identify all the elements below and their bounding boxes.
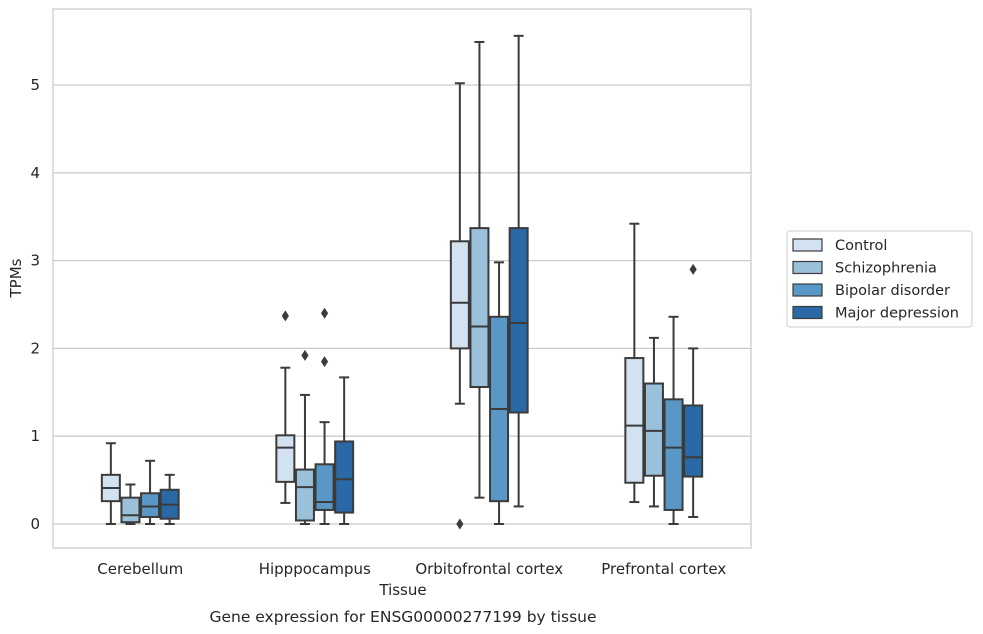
box-0-0	[100, 442, 121, 525]
box-0-2	[140, 459, 161, 525]
legend-swatch	[792, 260, 823, 275]
box-iqr	[449, 240, 470, 350]
x-tick-label: Orbitofrontal cortex	[415, 560, 563, 578]
y-axis-label: TPMs	[7, 258, 25, 298]
box-3-0	[624, 222, 645, 504]
box-iqr	[663, 398, 684, 511]
box-0-3	[159, 473, 180, 525]
x-tick-label: Prefrontal cortex	[601, 560, 726, 578]
box-1-1	[294, 349, 315, 525]
y-tick-label: 1	[30, 427, 40, 445]
box-2-0	[449, 82, 470, 530]
box-iqr	[314, 463, 335, 511]
box-iqr	[508, 227, 529, 414]
legend-swatch	[792, 283, 823, 297]
x-tick-labels: Cerebellum Hipppocampus Orbitofrontal cort…	[97, 560, 726, 578]
legend-label: Major depression	[835, 306, 959, 322]
chart-caption: Gene expression for ENSG00000277199 by t…	[209, 608, 596, 626]
y-tick-label: 2	[30, 339, 40, 357]
box-iqr	[643, 382, 664, 477]
legend-label: Schizophrenia	[835, 261, 937, 277]
outlier-point	[301, 349, 309, 361]
legend: Control Schizophrenia Bipolar disorder Majo…	[786, 230, 973, 328]
box-iqr	[624, 357, 645, 484]
legend-swatch	[792, 305, 823, 320]
x-tick-label: Hipppocampus	[259, 560, 371, 578]
y-tick-label: 0	[30, 515, 40, 533]
box-1-3	[334, 376, 355, 525]
x-axis-label: Tissue	[378, 581, 426, 599]
outlier-point	[689, 263, 697, 275]
outlier-point	[456, 518, 464, 530]
box-3-2	[663, 315, 684, 525]
plot-frame	[52, 8, 752, 549]
outlier-point	[320, 307, 329, 319]
box-2-3	[508, 34, 529, 508]
box-iqr	[683, 404, 704, 478]
x-tick-label: Cerebellum	[97, 560, 183, 578]
box-iqr	[140, 492, 161, 518]
box-1-2	[314, 307, 335, 525]
box-0-1	[120, 483, 141, 525]
legend-swatch	[792, 238, 823, 252]
box-iqr	[469, 227, 490, 389]
y-tick-label: 4	[30, 164, 40, 182]
gridlines	[53, 84, 751, 525]
box-2-1	[469, 40, 490, 499]
box-1-0	[275, 310, 296, 504]
y-tick-label: 3	[30, 252, 40, 270]
legend-frame	[786, 230, 973, 328]
legend-label: Control	[835, 238, 887, 254]
outlier-point	[281, 310, 289, 322]
box-3-1	[643, 336, 664, 508]
legend-label: Bipolar disorder	[835, 283, 950, 299]
y-tick-labels: 0 1 2 3 4 5	[30, 76, 40, 533]
box-3-3	[683, 263, 704, 518]
box-iqr	[275, 434, 296, 483]
y-tick-label: 5	[30, 76, 40, 94]
outlier-point	[320, 356, 329, 368]
box-iqr	[294, 468, 315, 522]
box-iqr	[120, 496, 141, 524]
box-2-2	[489, 261, 510, 525]
boxes	[100, 34, 704, 530]
box-iqr	[334, 440, 355, 514]
